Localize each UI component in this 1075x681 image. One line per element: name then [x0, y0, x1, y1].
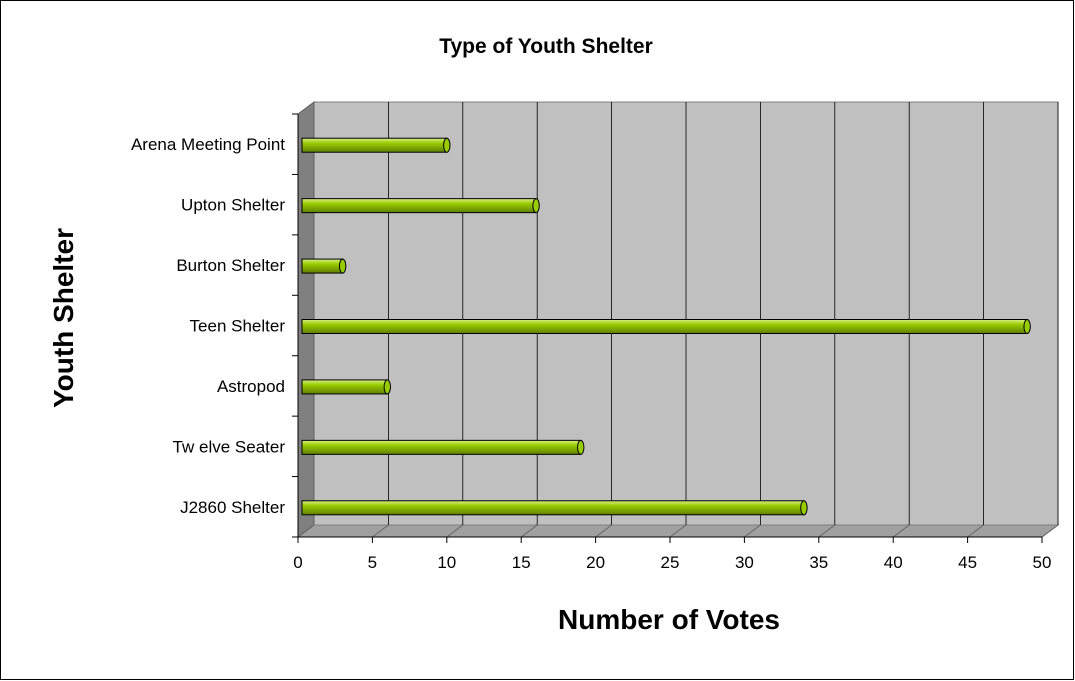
floor-gridline — [818, 524, 836, 538]
bars — [301, 137, 1031, 516]
floor-gridline — [446, 524, 464, 538]
y-tick-label: J2860 Shelter — [180, 498, 285, 517]
bar-end-cap — [1023, 319, 1031, 334]
chart-title: Type of Youth Shelter — [439, 35, 653, 58]
bar-body — [301, 379, 388, 395]
bar-end-cap — [383, 379, 391, 395]
x-tick-label: 15 — [512, 553, 531, 572]
x-tick-label: 30 — [735, 553, 754, 572]
x-tick-label: 45 — [958, 553, 977, 572]
floor-gridline — [1041, 524, 1059, 538]
axes — [292, 113, 1043, 543]
x-tick-label: 10 — [437, 553, 456, 572]
bar — [301, 198, 540, 214]
y-tick-label: Astropod — [217, 377, 285, 396]
y-tick-labels: J2860 Shelter Tw elve Seater Astropod Teen … — [131, 135, 285, 517]
bar — [301, 258, 347, 274]
x-tick-label: 25 — [661, 553, 680, 572]
floor-gridline — [744, 524, 761, 538]
x-tick-label: 5 — [368, 553, 377, 572]
x-tick-label: 40 — [884, 553, 903, 572]
bar-body — [301, 258, 344, 274]
bar-end-cap — [577, 439, 585, 455]
x-axis-title: Number of Votes — [558, 604, 780, 635]
bar — [301, 439, 585, 455]
x-tick-labels: 0 5 10 15 20 25 30 35 40 45 50 — [293, 553, 1051, 572]
floor-gridline — [372, 524, 389, 538]
bar — [301, 379, 391, 395]
bar — [301, 319, 1031, 334]
bar-end-cap — [443, 137, 451, 153]
bar-body — [301, 198, 537, 214]
bar-body — [301, 500, 805, 516]
floor-gridline — [520, 524, 538, 538]
y-tick-label: Arena Meeting Point — [131, 135, 285, 154]
y-tick-label: Teen Shelter — [190, 317, 286, 336]
x-tick-label: 0 — [293, 553, 302, 572]
bar-body — [301, 439, 582, 455]
floor-gridline — [669, 524, 687, 538]
y-tick-label: Burton Shelter — [176, 256, 285, 275]
x-tick-label: 20 — [586, 553, 605, 572]
bar-body — [301, 319, 1028, 334]
bar — [301, 137, 451, 153]
bar-end-cap — [338, 258, 347, 274]
x-tick-label: 50 — [1033, 553, 1052, 572]
y-tick-label: Upton Shelter — [181, 196, 285, 215]
floor-gridline — [892, 524, 910, 538]
floor-gridline — [595, 524, 612, 538]
bar-body — [301, 137, 448, 153]
bar-end-cap — [800, 500, 808, 516]
x-tick-label: 35 — [809, 553, 828, 572]
floor-gridline — [297, 524, 315, 538]
bar-end-cap — [532, 198, 540, 214]
y-tick-label: Tw elve Seater — [173, 437, 286, 456]
floor-gridline — [967, 524, 984, 538]
y-axis-title: Youth Shelter — [48, 228, 79, 408]
bar — [301, 500, 808, 516]
